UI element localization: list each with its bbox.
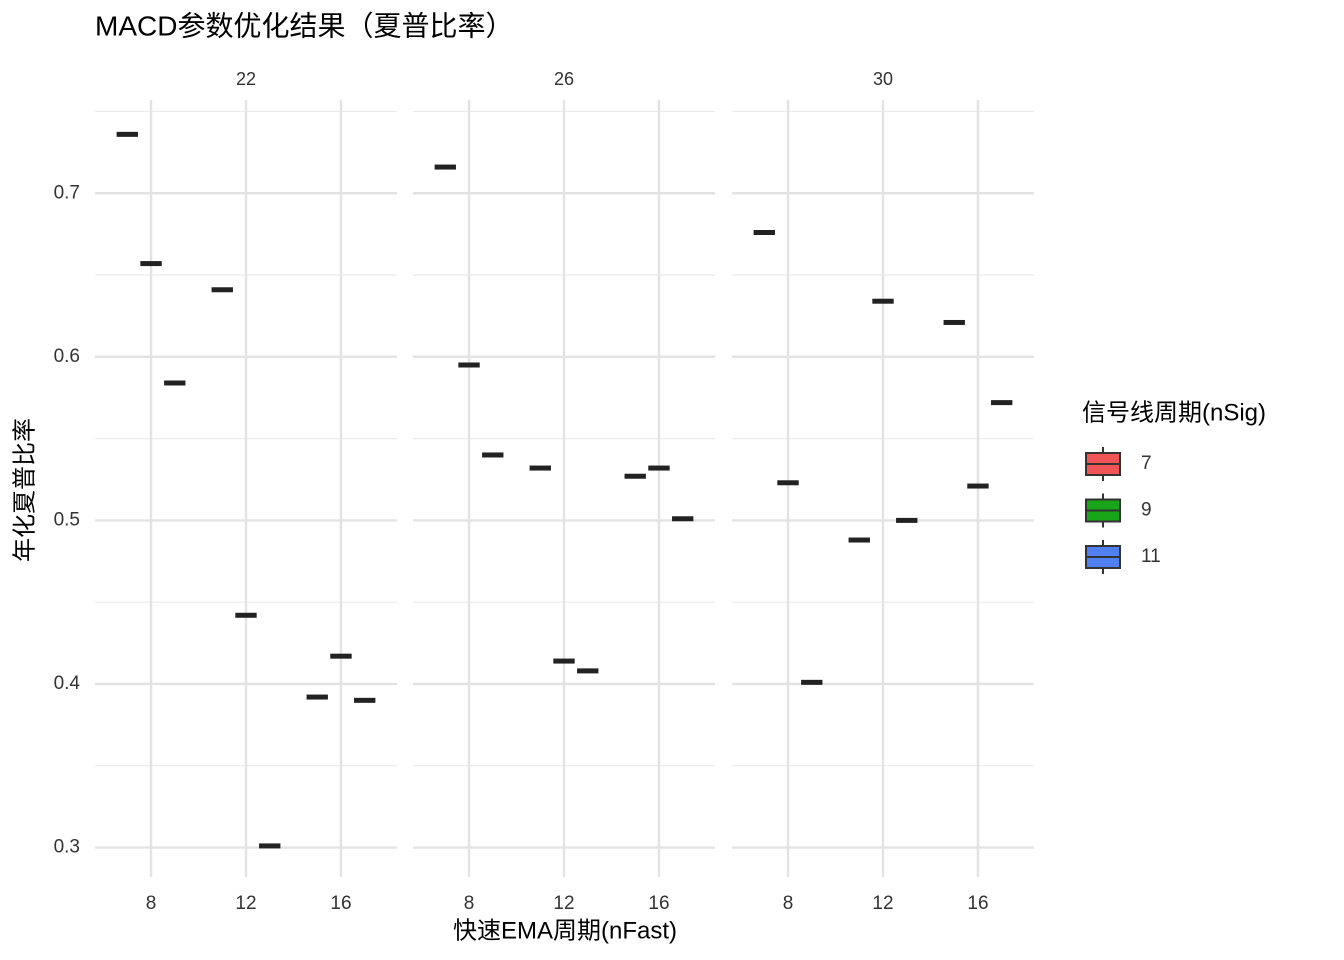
box — [235, 612, 257, 618]
y-tick-label: 0.4 — [54, 673, 81, 694]
y-tick-label: 0.5 — [54, 509, 80, 530]
box — [991, 400, 1013, 406]
x-tick-label: 8 — [464, 893, 475, 914]
box — [482, 452, 504, 458]
box — [306, 694, 328, 700]
box — [967, 483, 989, 489]
box — [848, 537, 870, 543]
legend-label: 7 — [1141, 453, 1152, 474]
x-tick-label: 8 — [783, 893, 794, 914]
facet-label: 26 — [554, 69, 574, 89]
box — [164, 380, 186, 386]
x-tick-label: 16 — [330, 893, 351, 914]
box — [529, 465, 551, 471]
box — [943, 319, 965, 325]
y-tick-label: 0.3 — [54, 837, 80, 858]
box — [648, 465, 670, 471]
box — [672, 516, 694, 522]
x-axis-title: 快速EMA周期(nFast) — [453, 917, 677, 944]
legend-title: 信号线周期(nSig) — [1082, 399, 1266, 426]
x-tick-label: 8 — [146, 893, 157, 914]
y-tick-label: 0.7 — [54, 182, 80, 203]
box — [896, 517, 918, 523]
y-tick-label: 0.6 — [54, 346, 80, 367]
x-tick-label: 16 — [967, 893, 988, 914]
box — [140, 261, 162, 267]
y-axis-title: 年化夏普比率 — [11, 418, 38, 562]
box — [624, 473, 646, 479]
box — [801, 679, 823, 685]
box — [354, 697, 376, 703]
box — [577, 668, 599, 674]
box — [330, 653, 352, 659]
box — [116, 131, 138, 137]
box — [777, 480, 799, 486]
box — [434, 164, 456, 170]
box — [753, 229, 775, 235]
x-tick-label: 12 — [872, 893, 893, 914]
legend-label: 11 — [1141, 546, 1161, 567]
box — [458, 362, 480, 368]
facet-label: 30 — [873, 69, 893, 89]
box — [872, 298, 894, 304]
box — [211, 287, 233, 293]
chart-title: MACD参数优化结果（夏普比率） — [95, 10, 513, 41]
x-tick-label: 12 — [553, 893, 574, 914]
box — [553, 658, 575, 664]
x-tick-label: 16 — [648, 893, 669, 914]
box — [259, 843, 281, 849]
x-tick-label: 12 — [235, 893, 256, 914]
facet-label: 22 — [236, 69, 256, 89]
legend-label: 9 — [1141, 500, 1152, 521]
